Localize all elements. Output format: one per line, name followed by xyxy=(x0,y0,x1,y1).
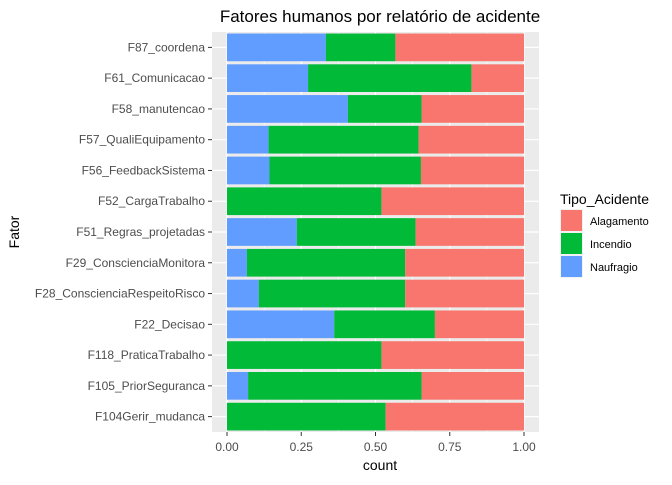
bar-segment-alagamento xyxy=(385,402,524,431)
bar-segment-naufragio xyxy=(227,248,247,277)
legend-swatch-incendio xyxy=(561,233,582,254)
legend-title: Tipo_Acidente xyxy=(560,191,649,207)
bar-segment-naufragio xyxy=(227,156,270,185)
bar-segment-alagamento xyxy=(420,156,524,185)
legend-swatch-alagamento xyxy=(561,210,582,231)
bar-segment-incendio xyxy=(258,279,406,308)
y-tick-label: F87_coordena xyxy=(128,40,206,54)
x-tick-label: 0.00 xyxy=(215,440,239,454)
y-axis: F87_coordena F61_Comunicacao F58_manutenca… xyxy=(35,40,212,424)
bar-segment-incendio xyxy=(227,341,382,369)
bar-segment-alagamento xyxy=(421,95,524,123)
bars-group xyxy=(227,33,524,431)
bar-segment-alagamento xyxy=(418,125,524,154)
bar-segment-naufragio xyxy=(227,372,249,400)
bar-segment-incendio xyxy=(227,402,386,431)
bar-segment-incendio xyxy=(296,218,416,246)
y-tick-label: F61_Comunicacao xyxy=(104,71,205,85)
legend-label: Incendio xyxy=(590,239,632,251)
bar-segment-alagamento xyxy=(471,64,524,92)
legend-swatch-naufragio xyxy=(561,256,582,277)
y-tick-label: F56_FeedbackSistema xyxy=(82,163,206,177)
x-tick-label: 0.75 xyxy=(438,440,462,454)
bar-segment-incendio xyxy=(227,187,382,216)
bar-segment-incendio xyxy=(246,248,406,277)
bar-segment-naufragio xyxy=(227,95,348,123)
bar-segment-incendio xyxy=(269,156,421,185)
chart-title: Fatores humanos por relatório de acident… xyxy=(220,7,540,26)
y-tick-label: F22_Decisao xyxy=(134,317,205,331)
bar-segment-naufragio xyxy=(227,64,309,92)
bar-segment-incendio xyxy=(308,64,472,92)
bar-segment-alagamento xyxy=(434,310,524,339)
x-axis: 0.00 0.25 0.50 0.75 1.00 xyxy=(215,432,536,454)
y-tick-label: F118_PraticaTrabalho xyxy=(88,348,206,362)
bar-segment-alagamento xyxy=(381,187,524,216)
y-tick-label: F105_PriorSeguranca xyxy=(88,379,206,393)
y-tick-label: F28_ConscienciaRespeitoRisco xyxy=(35,287,205,301)
y-tick-label: F51_Regras_projetadas xyxy=(76,225,205,239)
bar-segment-incendio xyxy=(268,125,419,154)
bar-segment-alagamento xyxy=(395,33,524,62)
bar-segment-alagamento xyxy=(405,279,524,308)
bar-segment-alagamento xyxy=(381,341,524,369)
bar-segment-incendio xyxy=(334,310,435,339)
x-tick-label: 1.00 xyxy=(512,440,536,454)
bar-segment-incendio xyxy=(325,33,396,62)
y-axis-label: Fator xyxy=(6,215,22,248)
bar-segment-incendio xyxy=(248,372,422,400)
y-tick-label: F29_ConscienciaMonitora xyxy=(66,256,206,270)
y-tick-label: F52_CargaTrabalho xyxy=(98,194,205,208)
x-tick-label: 0.50 xyxy=(364,440,388,454)
bar-segment-naufragio xyxy=(227,125,269,154)
bar-segment-naufragio xyxy=(227,218,297,246)
bar-segment-alagamento xyxy=(415,218,524,246)
bar-segment-naufragio xyxy=(227,310,335,339)
legend: Tipo_Acidente Alagamento Incendio Naufragi… xyxy=(560,191,649,278)
y-tick-label: F104Gerir_mudanca xyxy=(95,410,205,424)
bar-segment-alagamento xyxy=(421,372,524,400)
x-axis-label: count xyxy=(363,457,397,473)
bar-segment-naufragio xyxy=(227,279,259,308)
y-tick-label: F58_manutencao xyxy=(112,102,206,116)
bar-segment-alagamento xyxy=(405,248,524,277)
y-tick-label: F57_QualiEquipamento xyxy=(79,133,205,147)
bar-segment-incendio xyxy=(347,95,422,123)
legend-label: Alagamento xyxy=(590,216,649,228)
legend-label: Naufragio xyxy=(590,262,638,274)
bar-segment-naufragio xyxy=(227,33,326,62)
x-tick-label: 0.25 xyxy=(290,440,314,454)
